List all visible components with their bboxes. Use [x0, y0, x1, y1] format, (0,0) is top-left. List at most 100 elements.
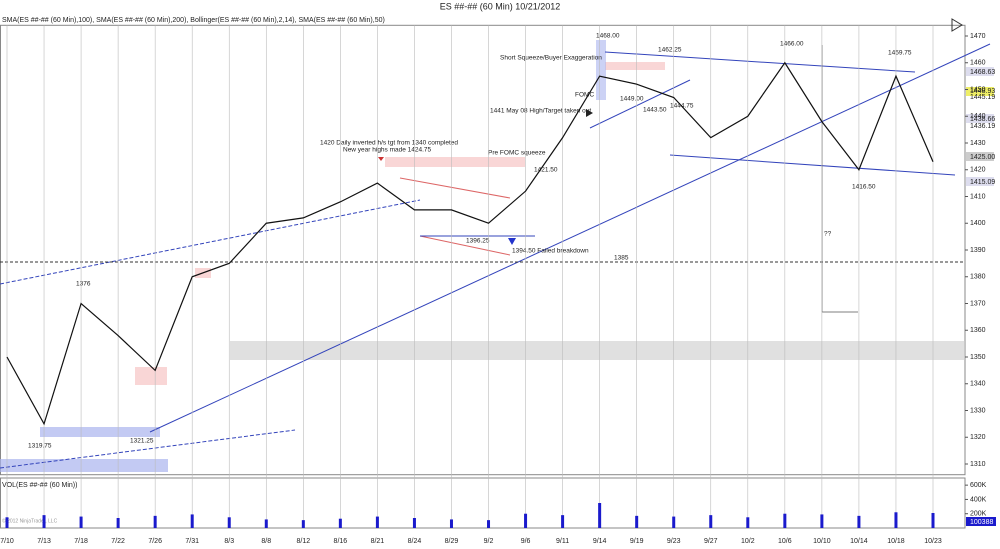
x-tick-label: 10/23 [924, 538, 942, 545]
annotation: ?? [824, 231, 832, 238]
trendline [0, 429, 296, 469]
volume-bar [561, 515, 565, 528]
x-tick-label: 7/26 [148, 538, 162, 545]
annotation: 1416.50 [852, 184, 876, 191]
trendline [669, 154, 956, 176]
x-tick-label: 9/11 [556, 538, 569, 545]
annotation: 1396.25 [466, 238, 490, 245]
volume-bar [338, 518, 342, 528]
price-label: 1445.19 [970, 94, 995, 101]
volume-bar [79, 516, 83, 528]
volume-frame [0, 477, 966, 529]
price-line [6, 61, 934, 426]
annotation: 1385 [614, 255, 629, 262]
volume-last: 100388 [970, 519, 993, 526]
y-tick-label: 1380 [970, 274, 986, 281]
trendline [589, 79, 691, 129]
annotation: 1466.00 [780, 41, 804, 48]
y-tick-label: 1410 [970, 193, 986, 200]
y-tick-label: 1470 [970, 33, 986, 40]
marker [378, 157, 384, 161]
volume-bar [412, 518, 416, 528]
price-label: 1448.93 [970, 88, 995, 95]
chart-title: ES ##-## (60 Min) 10/21/2012 [440, 1, 561, 11]
x-tick-label: 8/29 [445, 538, 459, 545]
annotation: 1321.25 [130, 438, 154, 445]
annotation: 1394.50 Failed breakdown [512, 248, 589, 255]
x-tick-label: 8/8 [261, 538, 271, 545]
zone [135, 367, 167, 385]
price-label: 1438.66 [970, 116, 995, 123]
volume-bar [783, 513, 787, 528]
price-label-box [966, 177, 994, 186]
x-tick-label: 9/6 [521, 538, 531, 545]
annotation: 1376 [76, 281, 91, 288]
trendline [149, 43, 991, 433]
annotation: 1468.00 [596, 33, 620, 40]
y-tick-label: 400K [970, 496, 987, 503]
marker [586, 109, 593, 117]
price-label-box [966, 152, 994, 161]
annotation: 1420 Daily inverted h/s tgt from 1340 co… [320, 140, 458, 147]
y-tick-label: 1310 [970, 461, 986, 468]
volume-bar [42, 515, 46, 528]
marker [508, 238, 516, 245]
y-tick-label: 600K [970, 482, 987, 489]
volume-bar [672, 516, 676, 528]
y-tick-label: 1450 [970, 86, 986, 93]
annotation: 1319.75 [28, 443, 52, 450]
y-tick-label: 1350 [970, 354, 986, 361]
x-tick-label: 10/18 [887, 538, 905, 545]
volume-bar [894, 512, 898, 528]
annotation: Pre FOMC squeeze [488, 150, 546, 157]
volume-bar [449, 519, 453, 528]
x-tick-label: 7/18 [74, 538, 88, 545]
x-tick-label: 7/10 [0, 538, 14, 545]
annotation: FOMC [575, 92, 594, 99]
annotation: 1459.75 [888, 50, 912, 57]
zone [596, 40, 606, 100]
annotation: 1441 May 08 High/Target taken out [490, 108, 591, 115]
volume-bar [709, 515, 713, 528]
y-tick-label: 1330 [970, 407, 986, 414]
y-tick-label: 1320 [970, 434, 986, 441]
volume-bar [598, 503, 602, 528]
x-tick-label: 8/24 [408, 538, 422, 545]
zone [0, 459, 168, 472]
x-tick-label: 10/6 [778, 538, 792, 545]
volume-bar [264, 519, 268, 528]
annotations: 1376 1319.75 1321.25 1420 Daily inverted… [28, 33, 912, 450]
x-tick-label: 7/31 [185, 538, 199, 545]
scroll-icon[interactable] [951, 18, 963, 32]
price-label-box [966, 67, 994, 76]
volume-bar [931, 513, 935, 528]
x-tick-label: 7/13 [37, 538, 51, 545]
volume-bar [635, 515, 639, 528]
y-tick-label: 1430 [970, 140, 986, 147]
x-tick-label: 9/19 [630, 538, 644, 545]
y-tick-label: 1460 [970, 60, 986, 67]
x-tick-label: 9/14 [593, 538, 607, 545]
annotation: New year highs made 1424.75 [343, 147, 432, 154]
trendline [0, 199, 421, 285]
price-label: 1415.09 [970, 179, 995, 186]
y-tick-label: 200K [970, 511, 987, 518]
y-tick-label: 1340 [970, 381, 986, 388]
volume-bar [190, 514, 194, 528]
volume-bar [153, 515, 157, 528]
x-tick-label: 10/10 [813, 538, 831, 545]
annotation: 1462.25 [658, 47, 682, 54]
zone [385, 157, 525, 167]
price-label-box [966, 114, 994, 123]
trendline [399, 177, 511, 199]
x-tick-label: 10/2 [741, 538, 755, 545]
x-tick-label: 9/23 [667, 538, 681, 545]
volume-bar [116, 518, 120, 528]
price-labels: 1468.63 1448.93 1445.19 1438.66 1436.19 … [966, 67, 995, 186]
volume-last-box [966, 517, 996, 526]
y-tick-label: 1360 [970, 327, 986, 334]
x-tick-label: 10/14 [850, 538, 868, 545]
volume-bar [301, 520, 305, 528]
x-tick-label: 8/3 [224, 538, 234, 545]
